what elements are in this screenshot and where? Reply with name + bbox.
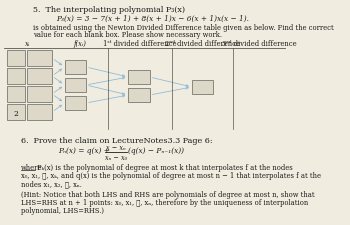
Text: xᵢ: xᵢ <box>25 40 30 48</box>
Text: 2ⁿᵈ divided difference: 2ⁿᵈ divided difference <box>165 40 240 48</box>
Bar <box>27 105 52 120</box>
Text: value for each blank box. Please show necessary work.: value for each blank box. Please show ne… <box>33 31 222 39</box>
Bar <box>64 79 86 93</box>
Bar <box>128 71 150 85</box>
Text: 5.  The interpolating polynomial P₃(x): 5. The interpolating polynomial P₃(x) <box>33 6 185 14</box>
Bar <box>7 51 25 67</box>
Bar <box>27 51 52 67</box>
Text: nodes x₁, x₂, ⋯, xₙ.: nodes x₁, x₂, ⋯, xₙ. <box>21 179 82 187</box>
Text: 2: 2 <box>13 110 18 117</box>
Text: (q(x) − Pₙ₋₁(x)): (q(x) − Pₙ₋₁(x)) <box>128 146 184 154</box>
Text: LHS=RHS at n + 1 points: x₀, x₁, ⋯, xₙ, therefore by the uniqueness of interpola: LHS=RHS at n + 1 points: x₀, x₁, ⋯, xₙ, … <box>21 198 308 206</box>
Text: 1ˢᵗ divided difference: 1ˢᵗ divided difference <box>103 40 176 48</box>
Text: (Hint: Notice that both LHS and RHS are polynomials of degree at most n, show th: (Hint: Notice that both LHS and RHS are … <box>21 190 314 198</box>
Text: 3ʳᵈ divided difference: 3ʳᵈ divided difference <box>222 40 296 48</box>
Text: where: where <box>21 163 42 171</box>
Bar <box>128 89 150 103</box>
Bar <box>64 97 86 110</box>
Bar <box>64 61 86 75</box>
Text: P₃(x) = 3 − 7(x + 1) + 8(x + 1)x − 6(x + 1)x(x − 1).: P₃(x) = 3 − 7(x + 1) + 8(x + 1)x − 6(x +… <box>56 15 249 23</box>
Text: Pₖ(x) is the polynomial of degree at most k that interpolates f at the nodes: Pₖ(x) is the polynomial of degree at mos… <box>35 163 293 171</box>
Bar <box>192 81 214 94</box>
Bar <box>7 87 25 103</box>
Bar <box>27 69 52 85</box>
Text: x − xₙ: x − xₙ <box>106 143 126 151</box>
Bar <box>7 105 25 120</box>
Text: Pₙ(x) = q(x) +: Pₙ(x) = q(x) + <box>58 146 110 154</box>
Text: xₙ − x₀: xₙ − x₀ <box>105 153 127 161</box>
Text: f(xᵢ): f(xᵢ) <box>73 40 86 48</box>
Bar <box>7 69 25 85</box>
Text: is obtained using the Newton Divided Difference table given as below. Find the c: is obtained using the Newton Divided Dif… <box>33 24 334 32</box>
Text: 6.  Prove the claim on LectureNotes3.3 Page 6:: 6. Prove the claim on LectureNotes3.3 Pa… <box>21 136 212 144</box>
Text: x₀, x₁, ⋯, xₖ, and q(x) is the polynomial of degree at most n − 1 that interpola: x₀, x₁, ⋯, xₖ, and q(x) is the polynomia… <box>21 171 321 179</box>
Text: polynomial, LHS=RHS.): polynomial, LHS=RHS.) <box>21 206 104 214</box>
Bar <box>27 87 52 103</box>
